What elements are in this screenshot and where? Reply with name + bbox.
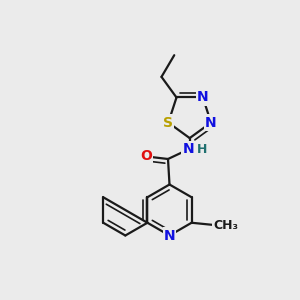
Text: O: O <box>140 149 152 164</box>
Text: CH₃: CH₃ <box>213 219 238 232</box>
Text: N: N <box>182 142 194 156</box>
Text: S: S <box>163 116 173 130</box>
Text: H: H <box>196 143 207 156</box>
Text: N: N <box>197 91 209 104</box>
Text: N: N <box>164 229 175 242</box>
Text: N: N <box>205 116 217 130</box>
